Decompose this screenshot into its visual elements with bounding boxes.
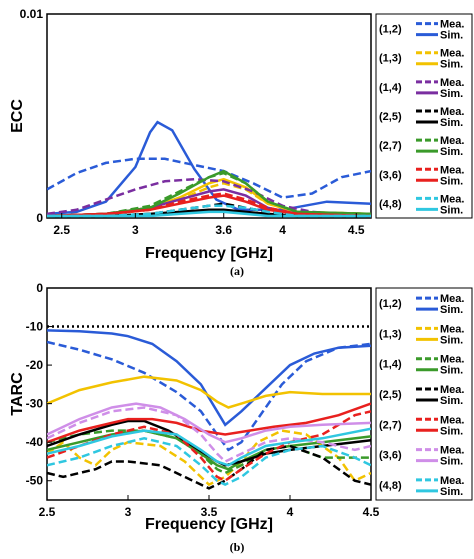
ecc-legend-mea-label: Mea. — [440, 193, 464, 205]
tarc-x-tick-label: 2.5 — [39, 505, 56, 519]
tarc-series-group — [47, 325, 371, 490]
ecc-x-tick-label: 4.5 — [348, 223, 365, 237]
ecc-series-group — [47, 120, 371, 218]
tarc-legend-mea-label: Mea. — [440, 293, 464, 305]
ecc-y-axis-label: ECC — [9, 99, 26, 133]
tarc-x-tick-label: 3 — [125, 505, 132, 519]
ecc-series-3-6-mea — [47, 192, 371, 218]
ecc-y-tick-label: 0.01 — [20, 7, 44, 21]
ecc-legend-mea-label: Mea. — [440, 19, 464, 31]
ecc-x-tick-label: 4 — [279, 223, 286, 237]
tarc-legend-sim-label: Sim. — [440, 456, 463, 468]
ecc-series-1-2-mea — [47, 157, 371, 199]
tarc-x-tick-label: 4.5 — [363, 505, 380, 519]
ecc-legend-sim-label: Sim. — [440, 204, 463, 216]
tarc-legend-pair-label: (2,7) — [379, 419, 402, 431]
tarc-legend-sim-label: Sim. — [440, 395, 463, 407]
tarc-x-axis-label: Frequency [GHz] — [145, 516, 273, 533]
tarc-series-4-8-mea — [47, 437, 371, 486]
tarc-series-2-5-mea — [47, 444, 371, 490]
ecc-legend-sim-label: Sim. — [440, 117, 463, 129]
ecc-panel-caption: (a) — [230, 264, 244, 278]
ecc-legend-sim-label: Sim. — [440, 88, 463, 100]
ecc-x-tick-label: 3.6 — [215, 223, 232, 237]
ecc-x-tick-label: 2.5 — [53, 223, 70, 237]
tarc-series-1-3-sim — [47, 375, 371, 409]
tarc-y-tick-label: -20 — [26, 358, 44, 372]
ecc-legend-mea-label: Mea. — [440, 135, 464, 147]
ecc-legend-pair-label: (1,3) — [379, 53, 402, 65]
tarc-y-tick-label: -50 — [26, 474, 44, 488]
tarc-legend-mea-label: Mea. — [440, 354, 464, 366]
ecc-legend-sim-label: Sim. — [440, 146, 463, 158]
ecc-legend-box — [375, 13, 473, 219]
tarc-legend-mea-label: Mea. — [440, 323, 464, 335]
ecc-x-axis-label: Frequency [GHz] — [145, 245, 273, 262]
tarc-legend-sim-label: Sim. — [440, 486, 463, 498]
tarc-ticks: 2.5 3 3.5 4 4.5 0 -10 -20 -30 -40 -50 — [26, 281, 380, 519]
tarc-legend-pair-label: (2,5) — [379, 389, 402, 401]
tarc-series-3-6-mea — [47, 406, 371, 464]
tarc-y-tick-label: -10 — [26, 320, 44, 334]
ecc-legend-pair-label: (4,8) — [379, 198, 402, 210]
ecc-y-tick-label: 0 — [36, 211, 43, 225]
ecc-legend-mea-label: Mea. — [440, 106, 464, 118]
tarc-series-1-2-sim — [47, 329, 371, 427]
ecc-series-4-8-mea — [47, 204, 371, 218]
ecc-legend: (1,2) Mea.Sim.(1,3) Mea.Sim.(1,4) Mea.Sim.(… — [375, 13, 473, 219]
tarc-legend-pair-label: (3,6) — [379, 450, 402, 462]
ecc-legend-sim-label: Sim. — [440, 175, 463, 187]
tarc-y-tick-label: -30 — [26, 397, 44, 411]
ecc-legend-mea-label: Mea. — [440, 48, 464, 60]
tarc-legend-pair-label: (1,2) — [379, 298, 402, 310]
tarc-series-2-7-mea — [47, 410, 371, 483]
ecc-panel: 2.5 3 3.6 4 4.5 0 0.01 Frequency [GHz] ECC (a)… — [9, 7, 473, 278]
tarc-legend-mea-label: Mea. — [440, 384, 464, 396]
tarc-y-tick-label: -40 — [26, 435, 44, 449]
tarc-panel: 2.5 3 3.5 4 4.5 0 -10 -20 -30 -40 -50 Frequency [G… — [9, 281, 473, 554]
tarc-series-1-4-mea — [47, 429, 371, 475]
ecc-x-tick-label: 3 — [132, 223, 139, 237]
tarc-legend-mea-label: Mea. — [440, 475, 464, 487]
ecc-legend-sim-label: Sim. — [440, 30, 463, 42]
tarc-series-1-4-sim — [47, 429, 371, 471]
ecc-legend-pair-label: (1,2) — [379, 24, 402, 36]
tarc-legend-sim-label: Sim. — [440, 334, 463, 346]
ecc-legend-mea-label: Mea. — [440, 77, 464, 89]
tarc-y-tick-label: 0 — [36, 281, 43, 295]
ecc-series-1-4-mea — [47, 177, 371, 218]
tarc-legend-pair-label: (1,4) — [379, 359, 402, 371]
tarc-panel-caption: (b) — [230, 540, 245, 554]
tarc-series-4-8-sim — [47, 427, 371, 467]
tarc-legend: (1,2) Mea.Sim.(1,3) Mea.Sim.(1,4) Mea.Sim.(… — [375, 287, 473, 501]
tarc-legend-sim-label: Sim. — [440, 425, 463, 437]
tarc-y-axis-label: TARC — [9, 372, 26, 416]
tarc-x-tick-label: 4 — [287, 505, 294, 519]
ecc-legend-pair-label: (3,6) — [379, 169, 402, 181]
tarc-legend-box — [375, 287, 473, 501]
ecc-legend-pair-label: (2,5) — [379, 111, 402, 123]
tarc-legend-sim-label: Sim. — [440, 365, 463, 377]
tarc-legend-pair-label: (1,3) — [379, 328, 402, 340]
tarc-legend-pair-label: (4,8) — [379, 480, 402, 492]
ecc-legend-sim-label: Sim. — [440, 59, 463, 71]
ecc-legend-pair-label: (1,4) — [379, 82, 402, 94]
ecc-series-2-7-mea — [47, 171, 371, 218]
ecc-ticks: 2.5 3 3.6 4 4.5 0 0.01 — [20, 7, 365, 237]
tarc-legend-mea-label: Mea. — [440, 414, 464, 426]
tarc-legend-mea-label: Mea. — [440, 445, 464, 457]
ecc-legend-pair-label: (2,7) — [379, 140, 402, 152]
ecc-legend-mea-label: Mea. — [440, 164, 464, 176]
tarc-x-tick-label: 3.5 — [201, 505, 218, 519]
tarc-series-3-6-sim — [47, 402, 371, 444]
tarc-legend-sim-label: Sim. — [440, 304, 463, 316]
